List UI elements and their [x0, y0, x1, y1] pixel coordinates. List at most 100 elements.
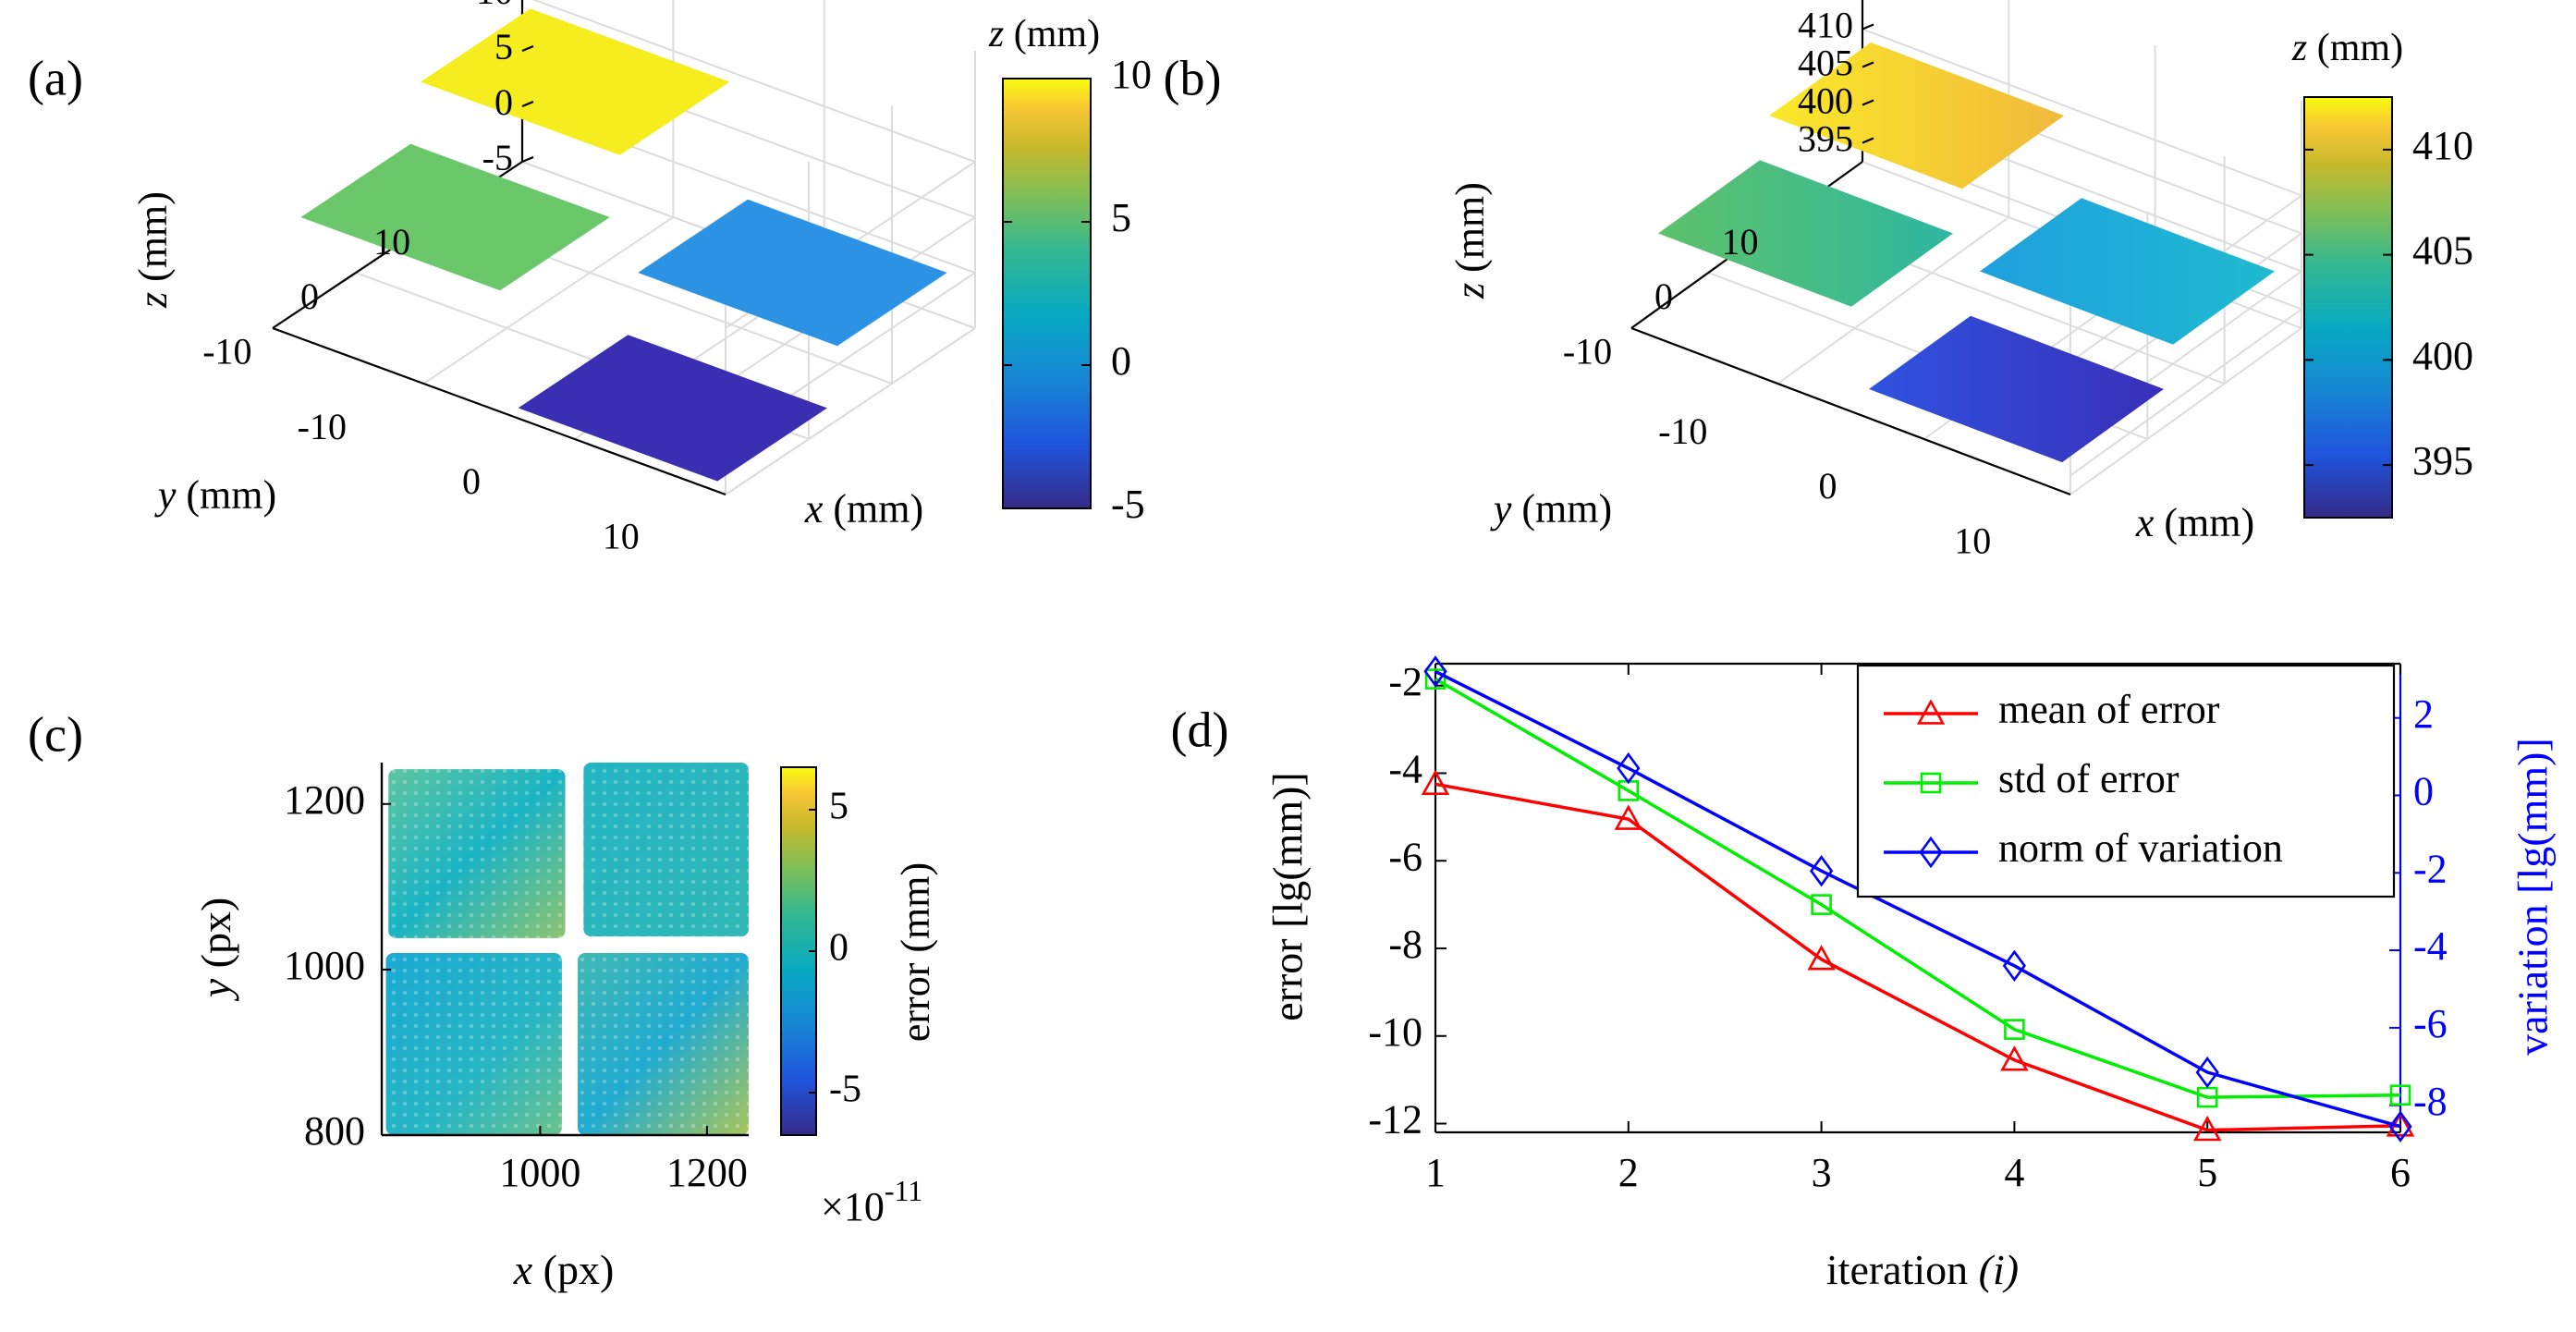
x-tick-label: 3: [1812, 1150, 1832, 1195]
legend-label: mean of error: [1998, 687, 2220, 732]
z-axis-label-unit: (mm): [1447, 182, 1493, 283]
data-point: [1617, 752, 1641, 785]
grid-line: [1862, 28, 2302, 197]
y-axis-label-unit: (px): [192, 898, 239, 979]
y-tick-label: -10: [202, 331, 251, 373]
grid-line: [531, 0, 976, 163]
left-tick-label: -2: [1388, 659, 1422, 704]
x-axis-label-var: x: [513, 1246, 533, 1293]
panel-label: (d): [1171, 702, 1229, 757]
surface-patch-back-left: [421, 8, 730, 155]
y-tick-label: 10: [1722, 221, 1759, 263]
error-patch-texture: [385, 952, 562, 1135]
right-tick-label: 2: [2413, 691, 2434, 737]
left-tick-label: -10: [1368, 1009, 1422, 1055]
data-point: [1809, 855, 1834, 887]
z-tick: [521, 44, 534, 53]
z-tick-label: -5: [482, 137, 513, 178]
data-point: [1424, 668, 1447, 690]
colorbar-tick-label: 10: [1111, 52, 1152, 97]
z-axis-label: z (mm): [130, 191, 176, 309]
y-tick-label: 800: [304, 1108, 365, 1154]
x-tick-label: 4: [2004, 1150, 2024, 1195]
y-tick-label: 0: [1654, 275, 1673, 317]
colorbar-exponent: ×10-11: [821, 1174, 922, 1229]
colorbar-tick-label: -5: [1111, 482, 1145, 527]
colorbar-title-var: z: [988, 13, 1004, 55]
x-tick-label: 1: [1425, 1150, 1446, 1195]
z-tick: [1862, 137, 1874, 144]
surface-patch-back-right: [1980, 198, 2275, 345]
z-tick: [521, 155, 534, 164]
z-tick-label: 405: [1798, 43, 1853, 84]
colorbar-tick-label: 5: [1111, 195, 1131, 240]
x-tick-label: 10: [603, 516, 640, 557]
z-tick: [1862, 99, 1874, 106]
z-tick: [521, 100, 534, 108]
colorbar: [2303, 96, 2393, 519]
data-point: [2389, 1084, 2411, 1106]
x-axis-label-unit: (px): [532, 1246, 614, 1293]
x-axis-label-var: x: [804, 486, 824, 532]
x-tick-label: 2: [1618, 1150, 1639, 1195]
legend-marker: [1919, 836, 1943, 869]
series-line-3: [1435, 669, 2401, 1129]
colorbar: [1002, 78, 1092, 509]
grid-line: [2069, 308, 2302, 477]
colorbar-exponent-power: -11: [885, 1174, 922, 1207]
grid-line: [725, 327, 976, 495]
z-axis-label: z (mm): [1447, 182, 1493, 299]
x-axis-label: x (mm): [804, 486, 923, 532]
data-point: [2195, 1056, 2219, 1089]
grid-line: [2069, 327, 2302, 495]
x-tick-label: 1200: [666, 1150, 748, 1195]
y-axis-label: y (mm): [1490, 486, 1612, 532]
data-point: [1423, 655, 1447, 688]
surface-patch-back-left: [1769, 42, 2064, 189]
legend: [1856, 664, 2396, 898]
z-tick: [1862, 61, 1874, 68]
surface-patch-front-right: [1869, 315, 2164, 463]
left-axis-label: error [lg(mm)]: [1264, 772, 1312, 1021]
series-line-2: [1435, 678, 2401, 1099]
colorbar-title-unit: (mm): [2307, 27, 2403, 69]
surface-patch-front-left: [300, 143, 610, 291]
x-tick-label: 0: [1819, 465, 1837, 507]
x-tick-label: -10: [1658, 410, 1707, 452]
x-tick-label: 5: [2197, 1150, 2217, 1195]
colorbar-tick-label: 0: [1111, 338, 1131, 384]
y-axis-label-unit: (mm): [176, 472, 276, 518]
data-point: [2004, 1019, 2025, 1040]
y-tick-label: 10: [373, 221, 410, 263]
right-tick-label: -2: [2413, 846, 2448, 891]
colorbar-tick-label: 410: [2412, 123, 2473, 168]
left-tick-label: -4: [1388, 747, 1422, 792]
y-tick-label: 1200: [284, 777, 365, 823]
z-tick-label: 410: [1798, 5, 1853, 46]
legend-marker: [1916, 699, 1946, 725]
surface-patch-back-right: [638, 199, 947, 347]
z-tick-label: 5: [494, 26, 513, 67]
x-tick-label: 10: [1954, 520, 1991, 562]
y-tick-label: -10: [1563, 331, 1612, 373]
colorbar-tick-label: 5: [829, 786, 848, 828]
left-tick-label: -6: [1388, 834, 1422, 879]
colorbar-tick-label: 405: [2412, 228, 2473, 274]
colorbar-label: error (mm): [893, 862, 938, 1042]
x-tick-label: 1000: [499, 1150, 580, 1195]
z-tick-label: 395: [1798, 118, 1853, 160]
data-point: [2192, 1115, 2222, 1142]
left-tick-label: -8: [1388, 922, 1422, 967]
legend-label: norm of variation: [1998, 825, 2283, 871]
x-axis-label-var: (i): [1979, 1246, 2019, 1293]
legend-marker: [1920, 772, 1942, 794]
x-axis-label-var: x: [2135, 500, 2155, 545]
panel-label: (a): [28, 50, 83, 105]
z-tick-label: 0: [494, 81, 513, 123]
x-axis-label-text: iteration: [1826, 1246, 1979, 1293]
x-tick-label: 0: [462, 460, 481, 502]
legend-label: std of error: [1998, 756, 2179, 801]
data-point: [1811, 894, 1832, 915]
